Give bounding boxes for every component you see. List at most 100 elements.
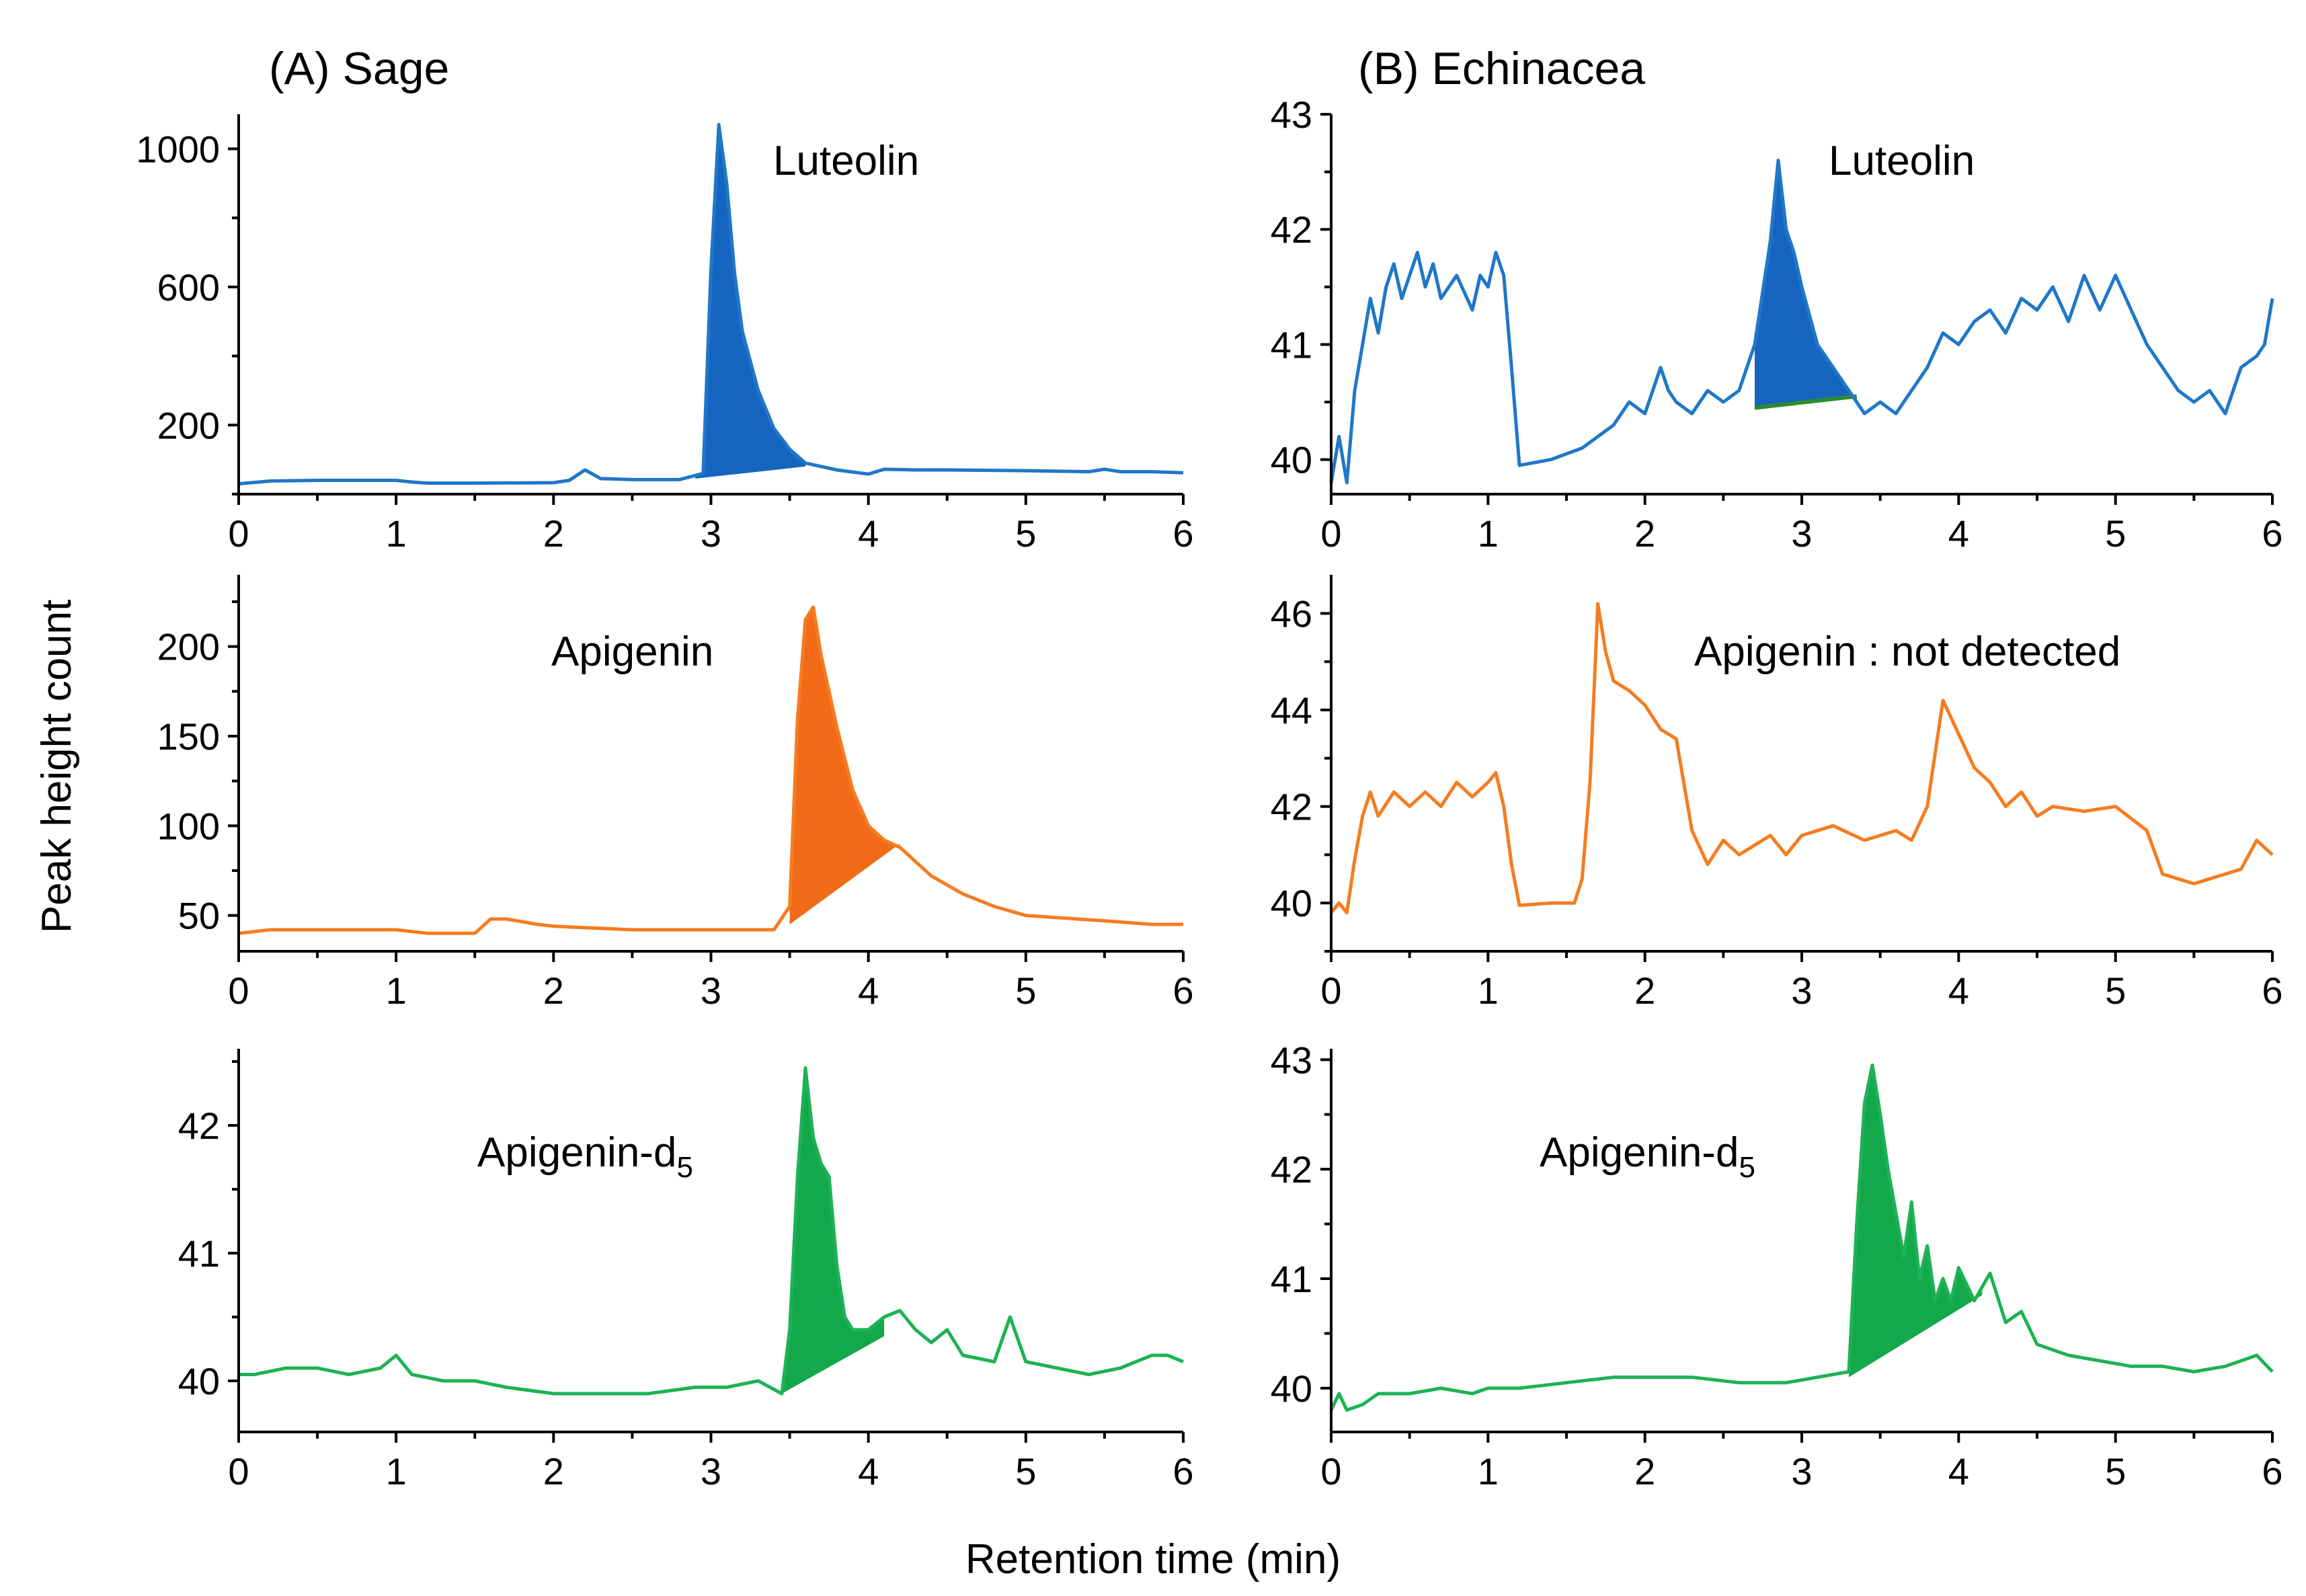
echinacea-apigenin-d5-x-tick-label: 1 <box>1478 1450 1499 1492</box>
echinacea-luteolin-peak-area <box>1755 160 1857 408</box>
echinacea-apigenin-d5-x-tick-label: 5 <box>2105 1450 2126 1492</box>
echinacea-luteolin-x-tick-label: 6 <box>2262 512 2282 555</box>
y-axis-title: Peak height count <box>34 600 80 933</box>
echinacea-apigenin-d5-x-tick-label: 2 <box>1634 1450 1655 1492</box>
echinacea-apigenin-d5-x-tick-label: 3 <box>1791 1450 1812 1492</box>
sage-apigenin-y-tick-label: 100 <box>157 805 220 847</box>
sage-apigenin-d5-x-tick-label: 2 <box>543 1450 564 1492</box>
sage-apigenin-label-text: Apigenin <box>551 629 713 675</box>
sage-apigenin-x-tick-label: 5 <box>1015 969 1036 1012</box>
sage-luteolin-x-tick-label: 0 <box>228 512 249 555</box>
echinacea-luteolin-panel: 0 1 2 3 4 5 6 40 41 42 43 Luteolin <box>1271 93 2283 555</box>
echinacea-luteolin-trace <box>1329 159 2274 485</box>
sage-apigenin-label: Apigenin <box>551 629 713 675</box>
sage-luteolin-x-tick-label: 5 <box>1015 512 1036 555</box>
sage-luteolin-panel: 0 1 2 3 4 5 6 200 600 1000 Luteolin <box>136 114 1194 555</box>
sage-apigenin-peak-area <box>789 607 900 924</box>
echinacea-luteolin-x-tick-label: 3 <box>1791 512 1812 555</box>
echinacea-apigenin-d5-x-tick-label: 0 <box>1320 1450 1341 1492</box>
sage-apigenin-d5-label: Apigenin-d5 <box>477 1129 693 1184</box>
sage-apigenin-d5-y-tick-label: 40 <box>178 1360 220 1402</box>
echinacea-apigenin-d5-y-tick-label: 42 <box>1271 1148 1312 1191</box>
echinacea-apigenin-x-tick-label: 0 <box>1320 969 1341 1012</box>
echinacea-luteolin-y-tick-label: 42 <box>1271 208 1312 251</box>
sage-luteolin-label: Luteolin <box>773 138 919 184</box>
echinacea-apigenin-d5-label-text: Apigenin-d <box>1540 1129 1739 1176</box>
echinacea-luteolin-peak-baseline <box>1754 394 1858 410</box>
sage-luteolin-x-tick-label: 4 <box>858 512 879 555</box>
echinacea-luteolin-x-tick-label: 5 <box>2105 512 2126 555</box>
sage-apigenin-x-tick-label: 4 <box>858 969 879 1012</box>
x-axis-title: Retention time (min) <box>965 1536 1341 1583</box>
echinacea-apigenin-d5-label: Apigenin-d5 <box>1540 1129 1755 1184</box>
echinacea-apigenin-d5-x-tick-label: 4 <box>1948 1450 1969 1492</box>
sage-apigenin-y-tick-label: 150 <box>157 715 220 758</box>
echinacea-luteolin-label-text: Luteolin <box>1829 138 1975 184</box>
echinacea-luteolin-y-tick-label: 41 <box>1271 323 1312 366</box>
echinacea-apigenin-d5-peak-area <box>1849 1065 1983 1378</box>
echinacea-apigenin-d5-y-tick-label: 43 <box>1271 1039 1312 1081</box>
echinacea-apigenin-trace <box>1330 602 2274 915</box>
sage-apigenin-d5-x-tick-label: 5 <box>1015 1450 1036 1492</box>
sage-apigenin-d5-x-tick-label: 0 <box>228 1450 249 1492</box>
sage-luteolin-x-tick-label: 6 <box>1172 512 1193 555</box>
sage-apigenin-d5-y-tick-label: 42 <box>178 1105 220 1147</box>
sage-luteolin-trace <box>238 122 1184 486</box>
sage-apigenin-d5-x-tick-label: 3 <box>701 1450 721 1492</box>
sage-luteolin-x-tick-label: 1 <box>386 512 407 555</box>
sage-apigenin-y-tick-label: 200 <box>157 626 220 668</box>
echinacea-apigenin-label-text: Apigenin : not detected <box>1694 629 2120 675</box>
sage-luteolin-x-tick-label: 3 <box>701 512 721 555</box>
echinacea-apigenin-panel: 0 1 2 3 4 5 6 40 42 44 46 Apigenin : not detected <box>1271 575 2283 1012</box>
sage-apigenin-x-tick-label: 2 <box>543 969 564 1012</box>
echinacea-apigenin-x-tick-label: 4 <box>1948 969 1969 1012</box>
echinacea-apigenin-x-tick-label: 1 <box>1478 969 1499 1012</box>
sage-apigenin-x-tick-label: 0 <box>228 969 249 1012</box>
sage-apigenin-d5-x-tick-label: 4 <box>858 1450 879 1492</box>
echinacea-apigenin-x-tick-label: 6 <box>2262 969 2282 1012</box>
echinacea-apigenin-x-tick-label: 5 <box>2105 969 2126 1012</box>
sage-apigenin-d5-x-tick-label: 1 <box>386 1450 407 1492</box>
echinacea-apigenin-x-tick-label: 2 <box>1634 969 1655 1012</box>
sage-apigenin-d5-trace <box>239 1066 1184 1396</box>
echinacea-luteolin-x-tick-label: 0 <box>1320 512 1341 555</box>
echinacea-apigenin-y-tick-label: 46 <box>1271 592 1312 635</box>
sage-luteolin-x-tick-label: 2 <box>543 512 564 555</box>
sage-column-title: (A) Sage <box>269 43 449 94</box>
sage-luteolin-peak-area <box>695 124 805 479</box>
echinacea-apigenin-d5-label-subscript: 5 <box>1739 1151 1755 1184</box>
echinacea-apigenin-x-tick-label: 3 <box>1791 969 1812 1012</box>
echinacea-apigenin-d5-trace <box>1329 1063 2274 1412</box>
echinacea-apigenin-y-tick-label: 40 <box>1271 882 1312 924</box>
echinacea-apigenin-d5-x-tick-label: 6 <box>2262 1450 2282 1492</box>
sage-apigenin-d5-label-text: Apigenin-d <box>477 1129 676 1176</box>
echinacea-luteolin-y-tick-label: 40 <box>1271 439 1312 481</box>
sage-apigenin-d5-x-tick-label: 6 <box>1172 1450 1193 1492</box>
sage-apigenin-panel: 0 1 2 3 4 5 6 50 100 150 200 Apigenin <box>157 575 1194 1012</box>
echinacea-apigenin-y-tick-label: 44 <box>1271 689 1312 731</box>
echinacea-luteolin-x-tick-label: 4 <box>1948 512 1969 555</box>
echinacea-luteolin-label: Luteolin <box>1829 138 1975 184</box>
sage-luteolin-label-text: Luteolin <box>773 138 919 184</box>
echinacea-apigenin-d5-y-tick-label: 40 <box>1271 1367 1312 1410</box>
sage-luteolin-y-tick-label: 600 <box>157 266 220 309</box>
echinacea-luteolin-x-tick-label: 1 <box>1478 512 1499 555</box>
echinacea-apigenin-y-tick-label: 42 <box>1271 786 1312 828</box>
echinacea-apigenin-d5-y-tick-label: 41 <box>1271 1258 1312 1300</box>
sage-apigenin-d5-label-subscript: 5 <box>676 1151 692 1184</box>
echinacea-column-title: (B) Echinacea <box>1358 43 1645 94</box>
sage-apigenin-d5-y-tick-label: 41 <box>178 1232 220 1275</box>
sage-apigenin-x-tick-label: 6 <box>1172 969 1193 1012</box>
echinacea-luteolin-y-tick-label: 43 <box>1271 93 1312 136</box>
sage-apigenin-trace <box>238 605 1183 935</box>
sage-apigenin-y-tick-label: 50 <box>178 895 220 937</box>
sage-apigenin-x-tick-label: 1 <box>386 969 407 1012</box>
sage-luteolin-y-tick-label: 1000 <box>136 128 220 170</box>
sage-apigenin-x-tick-label: 3 <box>701 969 721 1012</box>
echinacea-luteolin-x-tick-label: 2 <box>1634 512 1655 555</box>
echinacea-apigenin-label: Apigenin : not detected <box>1694 629 2120 675</box>
sage-luteolin-y-tick-label: 200 <box>157 404 220 446</box>
